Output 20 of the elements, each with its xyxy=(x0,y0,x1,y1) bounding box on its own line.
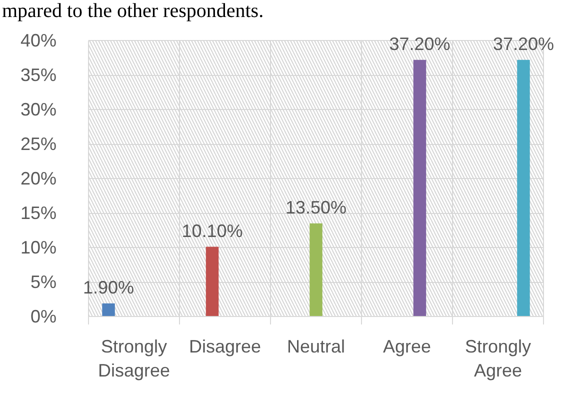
data-label: 13.50% xyxy=(285,197,347,218)
x-tick-label: Neutral xyxy=(286,336,346,356)
x-tick-label: Strongly Disagree xyxy=(98,336,170,380)
y-tick-label: 15% xyxy=(20,203,57,223)
data-label: 1.90% xyxy=(83,277,134,298)
y-tick-label: 0% xyxy=(30,306,56,326)
y-tick-label: 35% xyxy=(20,65,57,85)
text: mpared to the other respondents. xyxy=(2,0,264,22)
y-tick-label: 5% xyxy=(30,272,56,292)
x-tick-label: Strongly Agree xyxy=(464,336,532,380)
data-label: 37.20% xyxy=(492,34,554,54)
y-tick-label: 10% xyxy=(20,238,57,258)
y-tick-label: 40% xyxy=(20,30,57,50)
y-tick-label: 30% xyxy=(20,100,57,120)
x-tick-label: Disagree xyxy=(188,336,262,356)
y-tick-label: 20% xyxy=(20,168,57,188)
data-label: 37.20% xyxy=(389,34,450,54)
data-label: 10.10% xyxy=(182,220,243,241)
x-tick-label: Agree xyxy=(382,336,432,356)
y-tick-label: 25% xyxy=(20,134,57,154)
